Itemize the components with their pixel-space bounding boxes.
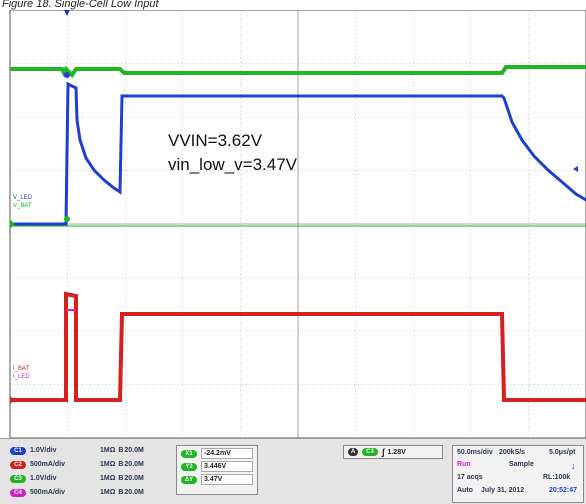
acq-mode: Sample bbox=[509, 461, 534, 468]
cursor-measurement-box[interactable]: X1 -24.2mV Y2 3.446V ΔY 3.47V bbox=[176, 445, 258, 495]
measurement-value: 3.47V bbox=[201, 474, 253, 485]
channel-bandwidth: 20.0M bbox=[124, 489, 144, 496]
channel-row[interactable]: C4 500mA/div 1MΩ B 20.0M bbox=[10, 487, 144, 498]
trigger-mode: Auto bbox=[457, 487, 473, 494]
record-length: RL:100k bbox=[543, 474, 571, 481]
bandwidth-icon: B bbox=[118, 461, 124, 468]
trigger-source-badge: C3 bbox=[362, 448, 378, 456]
sample-rate: 200kS/s bbox=[499, 449, 526, 456]
trace-v-led bbox=[10, 81, 586, 226]
channel-badge: C2 bbox=[10, 460, 26, 469]
channel-impedance: 1MΩ bbox=[100, 475, 116, 482]
measurement-badge: Y2 bbox=[181, 462, 197, 471]
channel-bandwidth: 20.0M bbox=[124, 461, 144, 468]
channel-scale: 500mA/div bbox=[30, 489, 66, 496]
oscilloscope-display[interactable]: VVIN=3.62V vin_low_v=3.47V V_LED V_BAT I… bbox=[0, 10, 586, 438]
trigger-edge-icon: ∫ bbox=[382, 447, 385, 457]
channel-row[interactable]: C2 500mA/div 1MΩ B 20.0M bbox=[10, 459, 144, 470]
resolution: 5.0μs/pt bbox=[549, 449, 576, 456]
measurement-row: X1 -24.2mV bbox=[181, 448, 257, 459]
trigger-position-marker[interactable] bbox=[64, 10, 70, 16]
measurement-row: ΔY 3.47V bbox=[181, 474, 257, 485]
acq-date: July 31, 2012 bbox=[481, 487, 525, 494]
acq-time: 20:52:47 bbox=[549, 487, 578, 494]
ch3-ground-marker[interactable] bbox=[64, 216, 70, 222]
label-v-led: V_LED bbox=[13, 195, 33, 201]
run-state[interactable]: Run bbox=[457, 461, 471, 468]
trigger-a-badge: A bbox=[348, 448, 358, 456]
graticule bbox=[9, 10, 586, 438]
channel-badge: C3 bbox=[10, 474, 26, 483]
channel-impedance: 1MΩ bbox=[100, 489, 116, 496]
channel-scale: 1.0V/div bbox=[30, 447, 57, 454]
acquisition-box[interactable]: 50.0ms/div 200kS/s 5.0μs/pt Run Sample ↓… bbox=[452, 445, 584, 503]
channel-bandwidth: 20.0M bbox=[124, 475, 144, 482]
status-panel: C1 1.0V/div 1MΩ B 20.0M C2 500mA/div 1MΩ B 20.0M C… bbox=[0, 438, 586, 504]
label-i-bat: I_BAT bbox=[13, 366, 30, 372]
channel-scale: 1.0V/div bbox=[30, 475, 57, 482]
ch2-offset-arrow[interactable] bbox=[10, 396, 15, 404]
measurement-value: 3.446V bbox=[201, 461, 253, 472]
label-i-led: I_LED bbox=[13, 374, 30, 380]
channel-row[interactable]: C1 1.0V/div 1MΩ B 20.0M bbox=[10, 445, 144, 456]
channel-badge: C4 bbox=[10, 488, 26, 497]
acq-count: 17 acqs bbox=[457, 474, 483, 481]
bandwidth-icon: B bbox=[118, 447, 124, 454]
vin-low-annotation: vin_low_v=3.47V bbox=[168, 155, 298, 174]
measurement-badge: ΔY bbox=[181, 475, 197, 484]
trigger-box[interactable]: A C3 ∫ 1.28V bbox=[343, 445, 443, 459]
channel-scale: 500mA/div bbox=[30, 461, 66, 468]
label-v-bat: V_BAT bbox=[13, 203, 32, 209]
channel-row[interactable]: C3 1.0V/div 1MΩ B 20.0M bbox=[10, 473, 144, 484]
trigger-marker-icon: ↓ bbox=[571, 461, 576, 471]
measurement-badge: X1 bbox=[181, 449, 197, 458]
figure-caption: Figure 18. Single-Cell Low Input bbox=[2, 0, 159, 10]
right-offscreen-arrow[interactable] bbox=[573, 166, 578, 172]
channel-impedance: 1MΩ bbox=[100, 447, 116, 454]
timebase: 50.0ms/div bbox=[457, 449, 493, 456]
measurement-value: -24.2mV bbox=[201, 448, 253, 459]
trace-i-bat bbox=[10, 291, 586, 402]
vin-annotation: VVIN=3.62V bbox=[168, 131, 263, 150]
ch1-ground-marker[interactable] bbox=[64, 72, 70, 78]
bandwidth-icon: B bbox=[118, 475, 124, 482]
trace-v-bat bbox=[10, 65, 586, 79]
channel-impedance: 1MΩ bbox=[100, 461, 116, 468]
channel-badge: C1 bbox=[10, 446, 26, 455]
measurement-row: Y2 3.446V bbox=[181, 461, 257, 472]
ch1-offset-arrow[interactable] bbox=[10, 219, 15, 229]
bandwidth-icon: B bbox=[118, 489, 124, 496]
channel-bandwidth: 20.0M bbox=[124, 447, 144, 454]
trigger-level: 1.28V bbox=[387, 448, 406, 456]
